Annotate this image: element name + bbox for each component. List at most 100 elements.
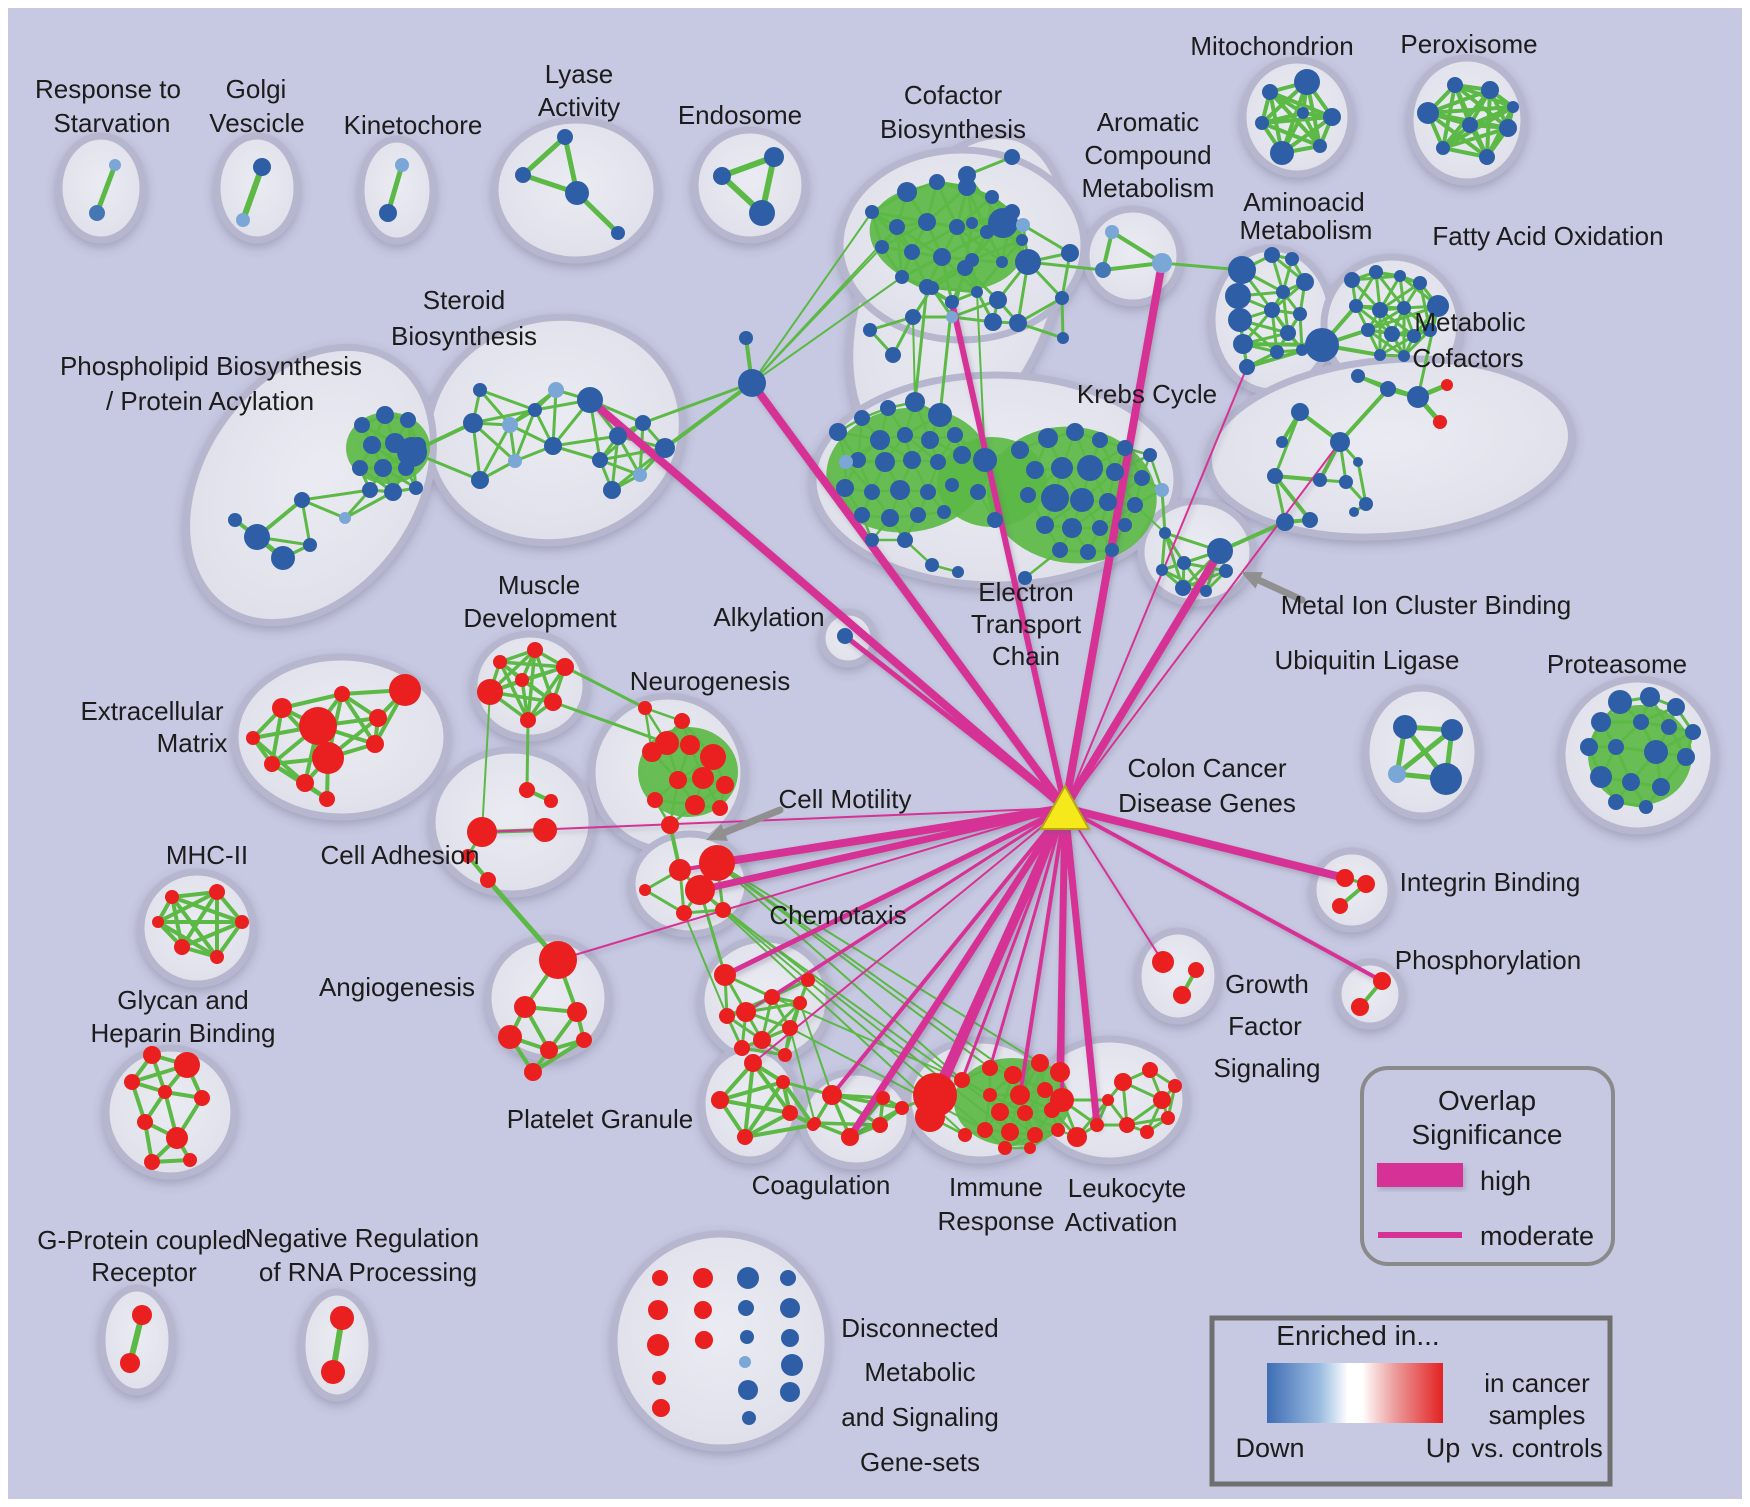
electron-transport-chain-node (952, 566, 964, 578)
legend-enriched-in: Enriched in... Down Up in cancer samples… (1209, 1315, 1613, 1487)
leukocyte-activation-node (1161, 1111, 1175, 1125)
metal-ion-cluster-binding-node (1175, 580, 1191, 596)
neurogenesis-node (716, 776, 734, 794)
krebs-cycle-node (1004, 204, 1020, 220)
extracellular-matrix-edge (280, 692, 344, 710)
platelet-granule-label-1: Platelet Granule (507, 1104, 693, 1134)
metabolic-cofactors-label-2: Cofactors (1412, 343, 1523, 373)
immune-response-node (958, 1128, 972, 1142)
proteasome-node (1622, 773, 1640, 791)
electron-transport-chain-node (854, 410, 870, 426)
neurogenesis-node (712, 800, 728, 816)
phospholipid-biosynthesis-node (339, 512, 351, 524)
disconnected-gene-sets-node (781, 1329, 799, 1347)
muscle-development-node (544, 693, 562, 711)
angiogenesis-node (524, 1063, 542, 1081)
leukocyte-activation-node (1114, 1073, 1132, 1091)
mitochondrion-node (1270, 141, 1294, 165)
extracellular-matrix-node (246, 731, 260, 745)
cofactor-biosynthesis-node (863, 323, 877, 337)
g-protein-coupled-receptor-node (132, 1305, 152, 1325)
response-to-starvation-label-1: Response to (35, 74, 181, 104)
overlap-significance-edge (1060, 806, 1067, 1102)
lyase-activity-node (515, 167, 531, 183)
leukocyte-activation-node (1050, 1088, 1074, 1112)
overlap-significance-edge (748, 379, 1069, 812)
enriched-side-text-2: samples (1489, 1400, 1586, 1430)
krebs-cycle-node (1016, 234, 1028, 246)
proteasome-node (1608, 690, 1632, 714)
overlap-significance-edge (1064, 441, 1341, 809)
electron-transport-chain-node (903, 451, 921, 469)
moderate-significance-swatch (1378, 1232, 1462, 1238)
kinetochore-node (379, 204, 397, 222)
muscle-development-node (520, 712, 536, 728)
integrin-binding-node (1332, 898, 1348, 914)
glycan-heparin-binding-node (144, 1154, 160, 1170)
angiogenesis-node (514, 996, 536, 1018)
proteasome-label-1: Proteasome (1547, 649, 1687, 679)
electron-transport-chain-node (1143, 448, 1157, 462)
aromatic-compound-metabolism-node (1095, 262, 1111, 278)
metal-ion-cluster-binding-node (1207, 538, 1233, 564)
electron-transport-chain-node (1105, 543, 1119, 557)
overlap-significance-edge (557, 807, 1066, 961)
cell-adhesion-node (533, 818, 557, 842)
glycan-heparin-binding-node (143, 1046, 161, 1064)
immune-response-node (991, 1103, 1009, 1121)
g-protein-coupled-receptor-label-2: Receptor (91, 1257, 197, 1287)
overlap-significance-edge (927, 805, 1068, 1120)
krebs-cycle-node (904, 244, 920, 260)
cofactor-biosynthesis-edge (1021, 223, 1072, 255)
cofactor-biosynthesis-node (1004, 149, 1020, 165)
electron-transport-chain-node (947, 427, 963, 443)
aromatic-compound-metabolism-label-3: Metabolism (1082, 173, 1215, 203)
coagulation-node (876, 1091, 890, 1105)
aminoacid-metabolism-label-2: Metabolism (1240, 215, 1373, 245)
extracellular-matrix-node (366, 735, 384, 753)
steroid-biosynthesis-node (655, 438, 675, 458)
steroid-biosynthesis-node (463, 413, 483, 433)
intercluster-edge (641, 381, 754, 425)
electron-transport-chain-node (973, 448, 997, 472)
cluster-labels-layer: Response to Starvation Golgi Vescicle Kineto… (35, 29, 1687, 1477)
intercluster-edge (551, 700, 669, 745)
krebs-cycle-node (985, 190, 999, 204)
electron-transport-chain-node (1018, 571, 1032, 585)
proteasome-node (1667, 698, 1685, 716)
fatty-acid-oxidation-node (1369, 265, 1383, 279)
krebs-cycle-edge (895, 225, 904, 279)
cell-adhesion-node (519, 782, 535, 798)
electron-transport-chain-node (1041, 484, 1069, 512)
angiogenesis-node (540, 1041, 558, 1059)
intercluster-edge (716, 862, 991, 1069)
leukocyte-activation-node (1153, 1091, 1171, 1109)
fatty-acid-oxidation-node (1413, 276, 1427, 290)
electron-transport-chain-node (1092, 432, 1108, 448)
mitochondrion-label-1: Mitochondrion (1190, 31, 1353, 61)
aromatic-compound-metabolism-node (1105, 225, 1119, 239)
leukocyte-activation-node (1090, 1118, 1104, 1132)
immune-response-node (1037, 1082, 1053, 1098)
coagulation-node (872, 1117, 888, 1133)
metal-ion-cluster-binding-node (1159, 527, 1171, 539)
extracellular-matrix-node (272, 698, 292, 718)
chemotaxis-node (736, 1002, 756, 1022)
krebs-cycle-node (971, 286, 983, 298)
cofactor-biosynthesis-node (966, 217, 978, 229)
muscle-development-node (556, 658, 574, 676)
peroxisome-node (1479, 149, 1495, 165)
electron-transport-chain-node (897, 532, 913, 548)
aminoacid-metabolism-node (1293, 307, 1307, 321)
steroid-biosynthesis-node (528, 403, 542, 417)
pointer-arrows-layer (706, 572, 1306, 841)
peroxisome-edge (1426, 105, 1515, 115)
krebs-cycle-node (918, 213, 936, 231)
neurogenesis-node (700, 744, 726, 770)
lyase-activity-node (557, 129, 573, 145)
golgi-vescicle-label-2: Vescicle (209, 108, 304, 138)
overlap-significance-edge (678, 806, 1067, 872)
muscle-development-edge (498, 660, 530, 722)
electron-transport-chain-node (1127, 497, 1143, 513)
